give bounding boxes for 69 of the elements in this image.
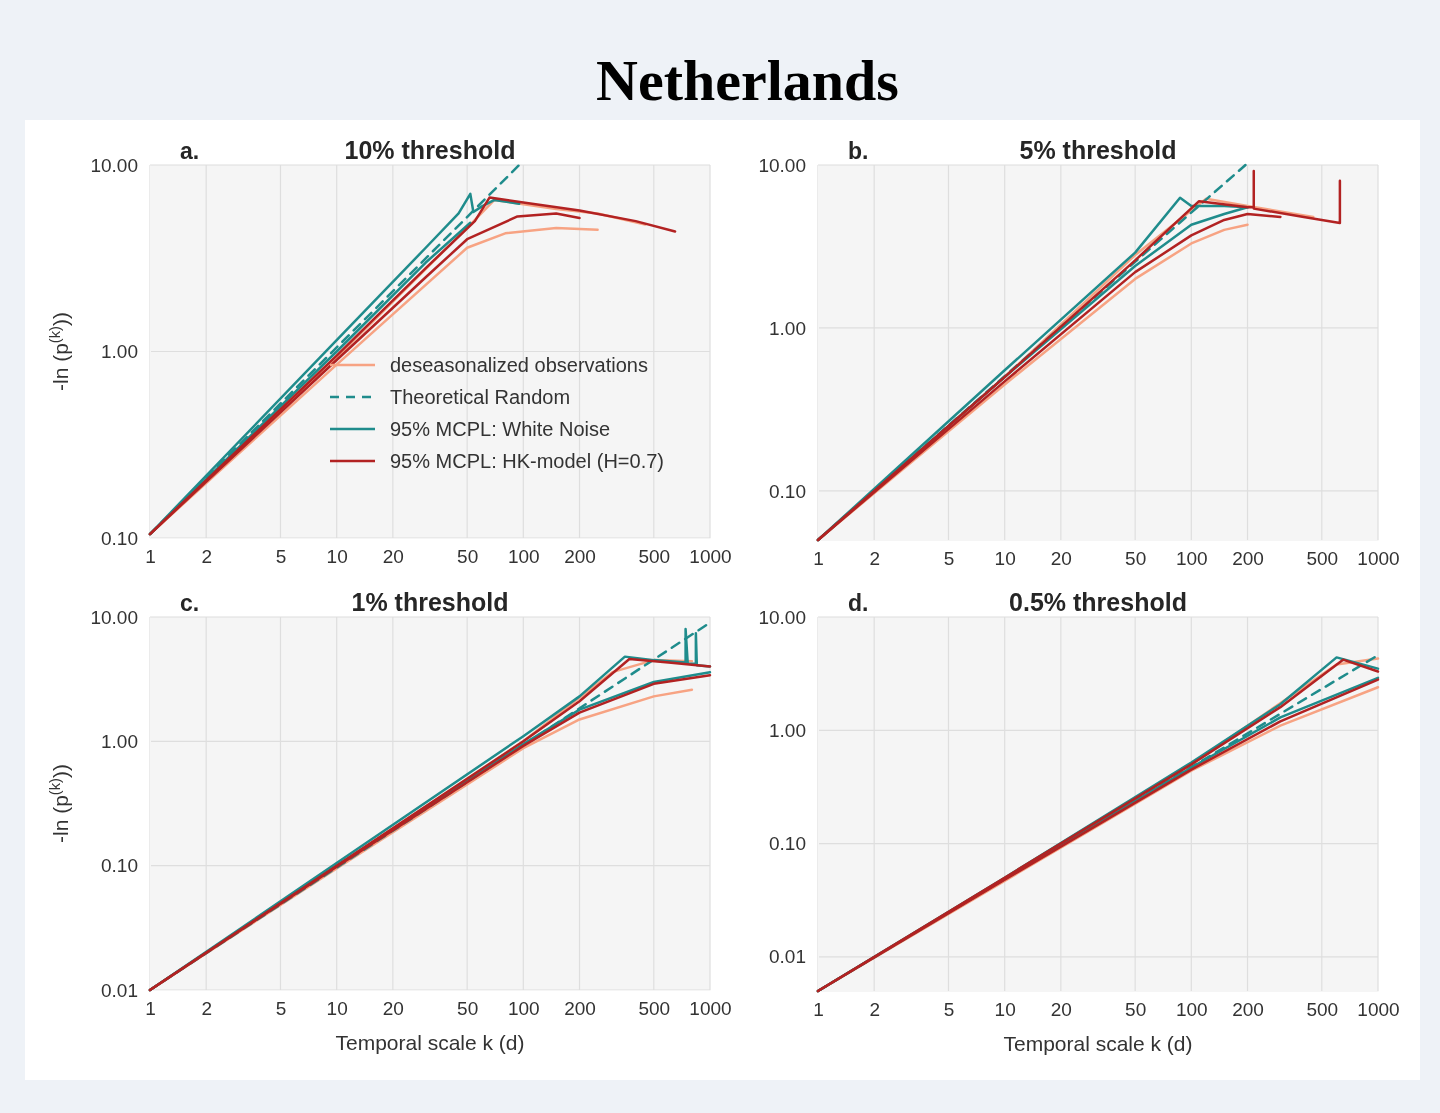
x-tick-label: 2	[869, 999, 880, 1021]
text: Netherlands	[596, 48, 899, 113]
y-tick-label: 0.01	[769, 946, 806, 968]
x-tick-label: 1	[813, 999, 824, 1021]
y-tick-label: 1.00	[101, 341, 138, 363]
text: b.	[848, 138, 869, 164]
x-tick-label: 1000	[689, 998, 732, 1020]
x-tick-label: 10	[326, 546, 348, 568]
x-tick-label: 2	[201, 546, 212, 568]
legend-label: 95% MCPL: White Noise	[390, 418, 611, 440]
x-tick-label: 2	[201, 998, 212, 1020]
x-tick-label: 50	[457, 546, 479, 568]
x-tick-label: 1000	[1357, 999, 1400, 1021]
x-tick-label: 10	[326, 998, 348, 1020]
text: a.	[180, 138, 200, 164]
x-tick-label: 100	[507, 546, 540, 568]
x-tick-label: 500	[638, 998, 671, 1020]
x-tick-label: 200	[564, 546, 596, 568]
x-tick-label: 10	[994, 999, 1016, 1021]
text: c.	[180, 590, 200, 616]
legend-label: deseasonalized observations	[390, 354, 648, 376]
chart-title: 1% threshold	[351, 588, 509, 616]
legend-label: Theoretical Random	[390, 386, 571, 408]
x-tick-label: 200	[1232, 548, 1264, 570]
x-tick-label: 20	[382, 998, 404, 1020]
y-tick-label: 10.00	[758, 154, 806, 176]
chart-title: 0.5% threshold	[1009, 588, 1187, 616]
x-tick-label: 1	[145, 546, 156, 568]
y-tick-label: 0.10	[769, 833, 806, 855]
x-tick-label: 200	[564, 998, 596, 1020]
x-tick-label: 5	[275, 546, 287, 568]
x-tick-label: 5	[943, 548, 955, 570]
y-tick-label: 0.01	[101, 979, 138, 1001]
legend-label: 95% MCPL: HK-model (H=0.7)	[390, 450, 664, 472]
x-tick-label: 50	[1125, 999, 1147, 1021]
x-tick-label: 1000	[1357, 548, 1400, 570]
x-tick-label: 2	[869, 548, 880, 570]
x-tick-label: 50	[457, 998, 479, 1020]
x-tick-label: 5	[943, 999, 955, 1021]
x-tick-label: 200	[1232, 999, 1264, 1021]
x-tick-label: 50	[1125, 548, 1147, 570]
x-tick-label: 1	[145, 998, 156, 1020]
y-tick-label: 1.00	[769, 317, 806, 339]
text: d.	[848, 590, 869, 616]
x-tick-label: 500	[1306, 999, 1339, 1021]
y-tick-label: 0.10	[101, 527, 138, 549]
x-tick-label: 10	[994, 548, 1016, 570]
x-tick-label: 5	[275, 998, 287, 1020]
x-tick-label: 100	[507, 998, 540, 1020]
y-tick-label: 10.00	[90, 154, 138, 176]
y-tick-label: 10.00	[90, 606, 138, 628]
y-tick-label: 0.10	[769, 480, 806, 502]
x-tick-label: 20	[382, 546, 404, 568]
y-tick-label: 10.00	[758, 606, 806, 628]
x-tick-label: 500	[638, 546, 671, 568]
x-tick-label: 100	[1175, 999, 1208, 1021]
x-tick-label: 20	[1050, 548, 1072, 570]
x-axis-title: Temporal scale k (d)	[1003, 1032, 1193, 1055]
x-tick-label: 100	[1175, 548, 1208, 570]
x-tick-label: 1000	[689, 546, 732, 568]
x-tick-label: 500	[1306, 548, 1339, 570]
x-tick-label: 20	[1050, 999, 1072, 1021]
y-tick-label: 1.00	[769, 719, 806, 741]
y-tick-label: 1.00	[101, 730, 138, 752]
chart-title: 5% threshold	[1019, 136, 1177, 164]
x-tick-label: 1	[813, 548, 824, 570]
chart-title: 10% threshold	[344, 136, 516, 164]
x-axis-title: Temporal scale k (d)	[335, 1031, 525, 1054]
y-tick-label: 0.10	[101, 855, 138, 877]
